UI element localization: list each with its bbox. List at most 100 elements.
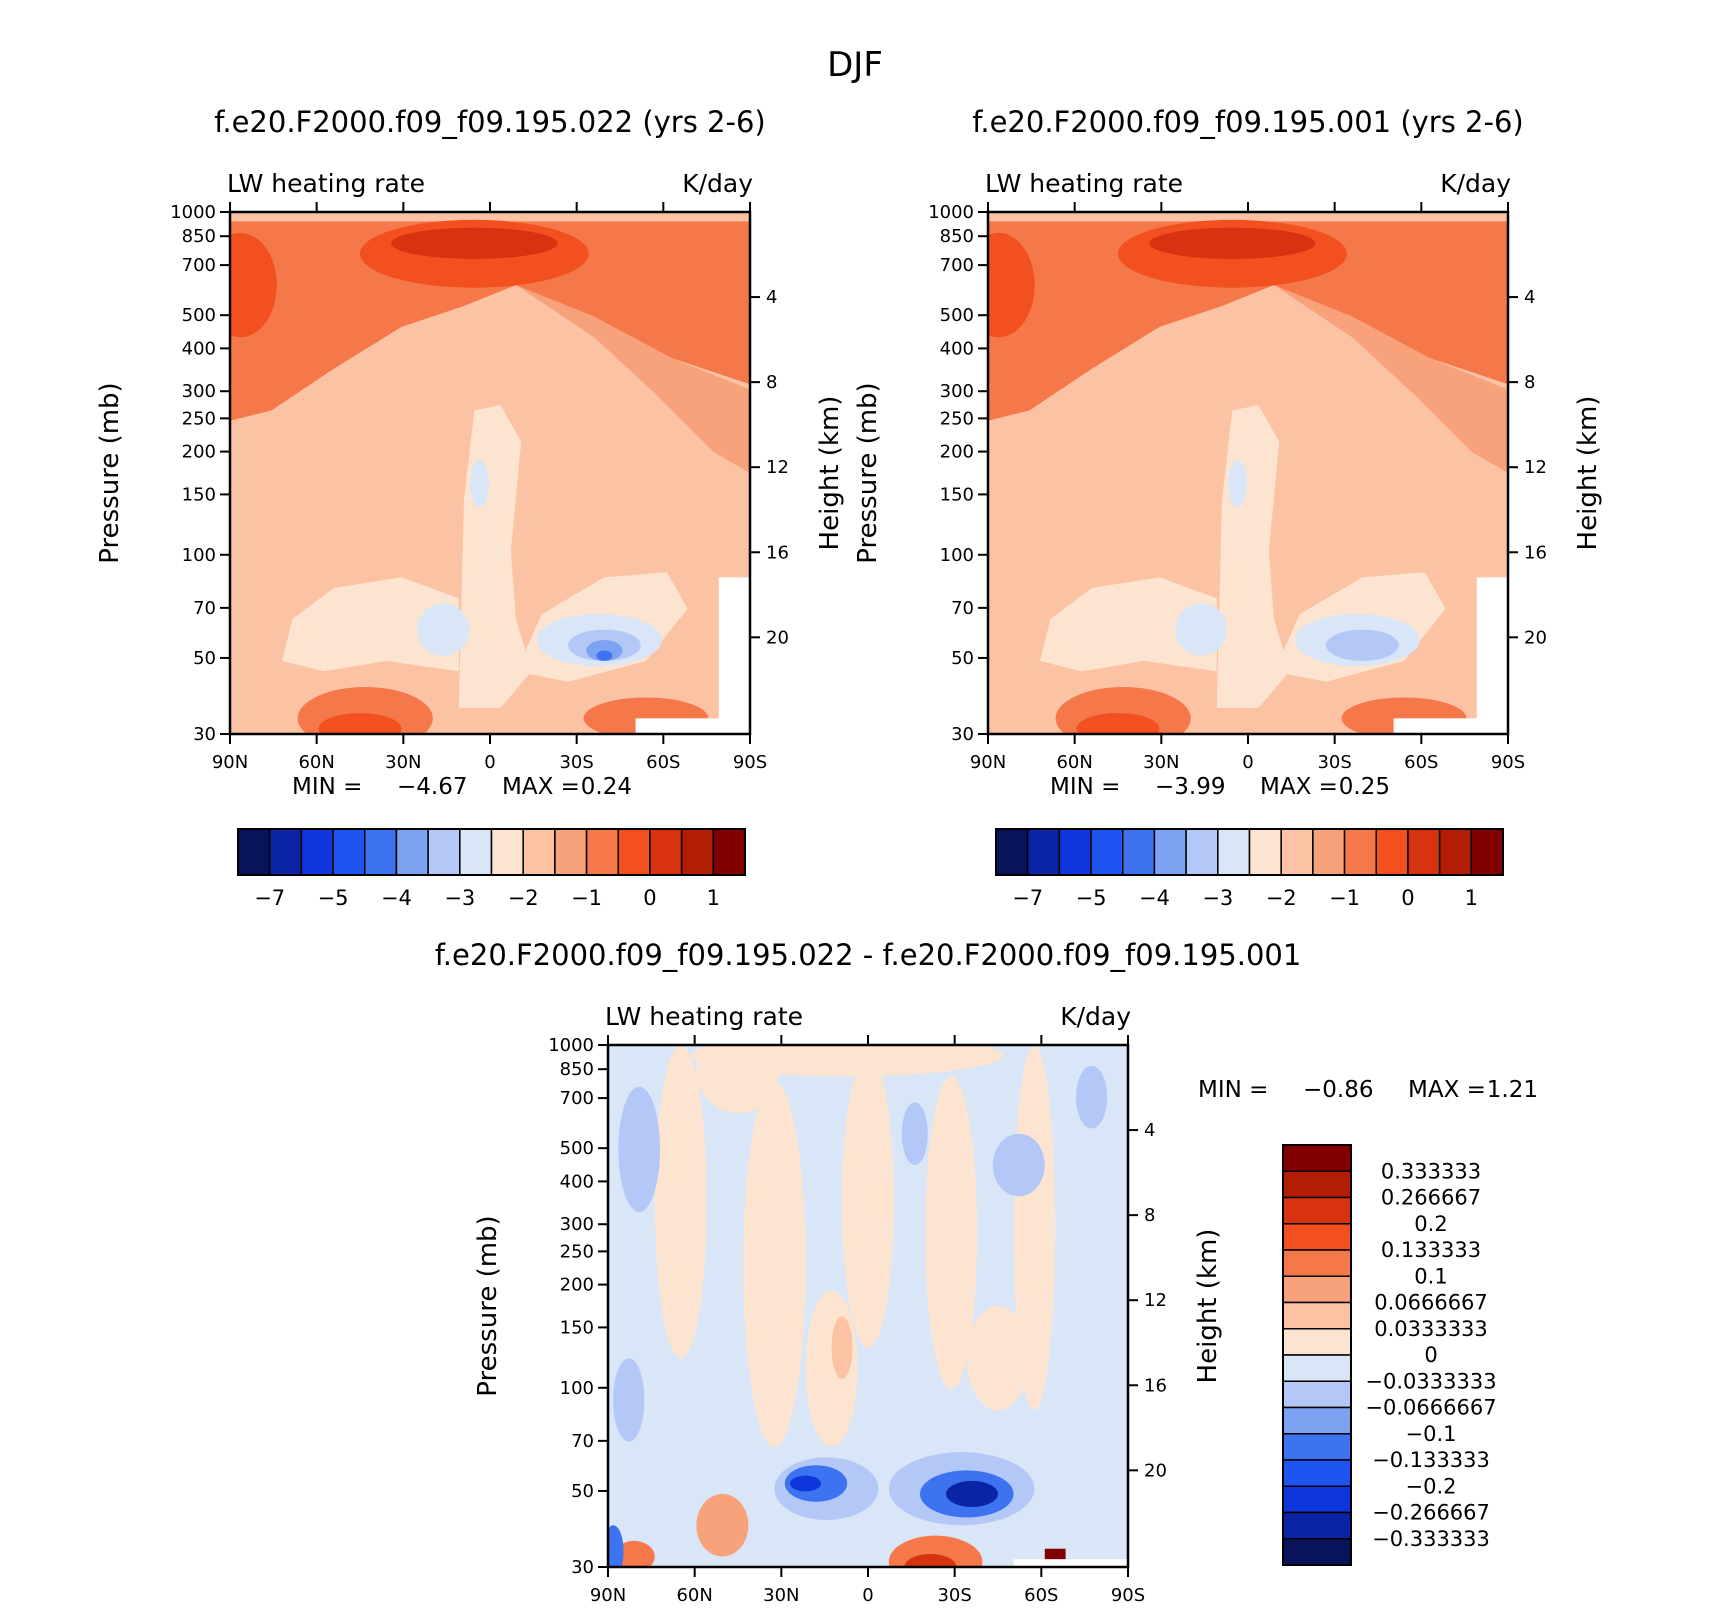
panel-title: f.e20.F2000.f09_f09.195.022 (yrs 2-6) — [214, 105, 765, 139]
colorbar-label: 0.0333333 — [1374, 1317, 1488, 1341]
y-tick-label: 70 — [951, 598, 974, 619]
contour-fill-cool-4 — [613, 1358, 645, 1442]
missing-data — [1013, 1559, 1128, 1567]
contour-fill-top-cap — [230, 212, 750, 222]
colorbar-label: 0 — [1424, 1343, 1437, 1367]
colorbar-swatch — [1282, 1144, 1352, 1172]
colorbar-swatch — [1185, 828, 1219, 876]
y-tick-label: 700 — [940, 255, 974, 276]
colorbar-label: 1 — [1465, 886, 1478, 910]
contour-fill-nh-low — [282, 577, 459, 672]
contour-fill-cell-b — [470, 459, 489, 507]
colorbar-label: −2 — [508, 886, 539, 910]
contour-fill-bl-nh-core — [1076, 713, 1160, 734]
contour-fill-tropopause-core — [391, 227, 558, 259]
contour-field — [988, 212, 1508, 734]
y-tick-label: 50 — [951, 648, 974, 669]
x-tick-label: 90N — [970, 752, 1006, 773]
contour-fill-polar-nh — [988, 232, 1035, 338]
y2-tick-label: 8 — [766, 372, 777, 393]
x-tick-label: 60N — [298, 752, 334, 773]
contour-fill-cell-a — [1175, 603, 1228, 656]
panel-p2: f.e20.F2000.f09_f09.195.001 (yrs 2-6) LW … — [853, 105, 1603, 910]
colorbar-swatch — [237, 828, 271, 876]
colorbar-swatch — [649, 828, 683, 876]
colorbar-swatch — [1282, 1406, 1352, 1435]
contour-fill-cell-d — [1326, 629, 1399, 661]
contour-fill-cell-e — [586, 640, 623, 661]
y-tick-label: 1000 — [928, 202, 974, 223]
x-tick-label: 30S — [559, 752, 593, 773]
max-label: MAX = — [502, 774, 580, 800]
y-tick-label: 30 — [951, 724, 974, 745]
y-tick-label: 700 — [182, 255, 216, 276]
panel-p1: f.e20.F2000.f09_f09.195.022 (yrs 2-6) LW … — [95, 105, 845, 910]
y-tick-label: 850 — [940, 226, 974, 247]
contour-fill-bl-cold — [608, 1525, 624, 1567]
colorbar-swatch — [1343, 828, 1377, 876]
contour-fill-warm-8 — [805, 1290, 858, 1447]
x-tick-label: 90N — [212, 752, 248, 773]
y-tick-label: 150 — [182, 484, 216, 505]
contour-fill-warm-core — [831, 1316, 853, 1380]
y-tick-label: 30 — [193, 724, 216, 745]
colorbar-swatch — [712, 828, 746, 876]
panel-p3: f.e20.F2000.f09_f09.195.022 - f.e20.F200… — [435, 938, 1538, 1606]
missing-data-sh — [1476, 577, 1508, 734]
x-tick-label: 60S — [1024, 1585, 1058, 1606]
contour-fill-warm-3 — [925, 1076, 978, 1390]
y-tick-label: 200 — [940, 442, 974, 463]
contour-fill-cool-0 — [618, 1086, 660, 1213]
colorbar-swatch — [522, 828, 556, 876]
x-tick-label: 60S — [1404, 752, 1438, 773]
y-tick-label: 500 — [560, 1138, 594, 1159]
colorbar-swatch — [427, 828, 461, 876]
colorbar-label: −0.1 — [1406, 1422, 1457, 1446]
colorbar-label: 0.0666667 — [1374, 1291, 1488, 1315]
colorbar-label: −7 — [254, 886, 285, 910]
contour-fill-tropopause-core — [1149, 227, 1316, 259]
y2-tick-label: 8 — [1144, 1205, 1155, 1226]
y-tick-label: 850 — [182, 226, 216, 247]
x-tick-label: 30N — [763, 1585, 799, 1606]
contour-fill-cool-2 — [992, 1133, 1045, 1197]
x-tick-label: 60S — [646, 752, 680, 773]
colorbar-swatch — [1312, 828, 1346, 876]
colorbar-swatch — [1375, 828, 1409, 876]
y2-tick-label: 4 — [1524, 287, 1535, 308]
contour-fill-upper-sh — [1274, 285, 1508, 473]
x-tick-label: 0 — [484, 752, 495, 773]
contour-fill-upper-sh — [516, 285, 750, 473]
y-tick-label: 400 — [182, 338, 216, 359]
contour-fill-cell-f — [596, 650, 613, 661]
y-tick-label: 300 — [940, 381, 974, 402]
colorbar-swatch — [490, 828, 524, 876]
colorbar-swatch — [1282, 1196, 1352, 1225]
colorbar-swatch — [459, 828, 493, 876]
y-tick-label: 150 — [560, 1317, 594, 1338]
y-tick-label: 250 — [182, 408, 216, 429]
colorbar-frame — [995, 828, 1504, 876]
colorbar-swatch — [1282, 1433, 1352, 1461]
contour-fill-cool-3 — [1076, 1065, 1108, 1129]
colorbar-label: −0.333333 — [1372, 1527, 1490, 1551]
missing-data-sh — [718, 577, 750, 734]
y-tick-label: 300 — [182, 381, 216, 402]
colorbar-swatch — [395, 828, 429, 876]
colorbar-label: 1 — [707, 886, 720, 910]
colorbar-swatch — [1282, 1249, 1352, 1277]
y-tick-label: 70 — [193, 598, 216, 619]
x-tick-label: 30N — [385, 752, 421, 773]
colorbar-label: 0 — [1401, 886, 1414, 910]
y-tick-label: 500 — [940, 305, 974, 326]
y-tick-label: 700 — [560, 1088, 594, 1109]
colorbar-label: −0.266667 — [1372, 1501, 1490, 1525]
y-tick-label: 1000 — [170, 202, 216, 223]
y-tick-label: 200 — [182, 442, 216, 463]
y-axis-title: Pressure (mb) — [473, 1215, 503, 1396]
colorbar-label: −0.2 — [1406, 1474, 1457, 1498]
colorbar-swatch — [680, 828, 715, 876]
contour-fill-cell-a — [417, 603, 470, 656]
panel-title: f.e20.F2000.f09_f09.195.022 - f.e20.F200… — [435, 938, 1302, 972]
x-tick-label: 90N — [590, 1585, 626, 1606]
